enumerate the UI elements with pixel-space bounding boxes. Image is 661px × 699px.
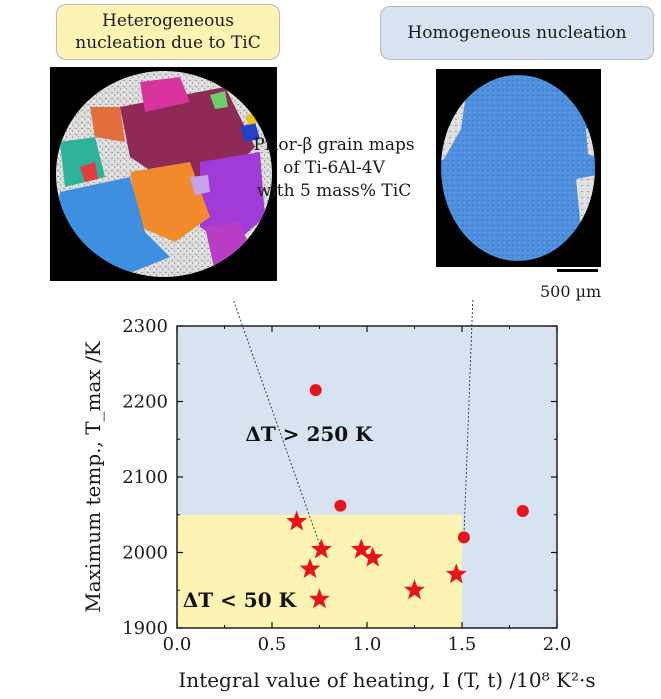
heterogeneous-callout: Heterogeneous nucleation due to TiC [56,4,280,60]
data-point-circle [516,504,529,517]
chart-regions [177,326,557,628]
data-point-star [350,538,372,559]
y-tick-label: 2000 [122,543,168,564]
scale-bar [557,269,598,272]
data-point-star [299,558,321,579]
x-tick-label: 0.0 [163,634,192,655]
data-point-star [309,588,330,609]
x-tick-label: 1.0 [353,634,382,655]
heterogeneous-callout-line-1: Heterogeneous [102,11,234,31]
scale-bar-label: 500 µm [540,282,602,301]
connector-heterogeneous [232,300,322,550]
annotation-line-1: Prior-β grain maps [253,135,415,155]
grain-map-heterogeneous [50,67,277,281]
grain-map-annotation: Prior-β grain maps of Ti-6Al-4V with 5 m… [236,134,432,203]
region-label-low: ΔT < 50 K [183,588,297,612]
y-tick-label: 2200 [122,392,168,413]
x-tick-label: 0.5 [258,634,287,655]
x-tick-label: 2.0 [543,634,572,655]
region-1 [177,514,462,628]
data-point-circle [457,531,470,544]
data-point-star [286,510,308,531]
chart-labels: 0.0 0.5 1.0 1.5 2.0 1900 2000 2100 2200 2300 Integ… [81,316,596,692]
chart-axes [176,325,558,629]
scatter-chart: 0.0 0.5 1.0 1.5 2.0 1900 2000 2100 2200 2300 Integ… [81,300,596,692]
data-point-circle [334,499,347,512]
homogeneous-callout-text: Homogeneous nucleation [407,23,627,43]
data-point-star [310,538,332,559]
annotation-line-3: with 5 mass% TiC [256,181,412,201]
y-tick-label: 2100 [122,467,168,488]
region-label-high: ΔT > 250 K [245,422,373,446]
connector-lines [232,300,474,550]
y-axis-label: Maximum temp., T_max /K [81,340,105,613]
x-axis-label: Integral value of heating, I (T, t) /10⁸… [178,668,595,692]
data-point-star [362,546,384,567]
data-point-star [445,563,467,584]
annotation-line-2: of Ti-6Al-4V [283,158,385,178]
y-tick-label: 2300 [122,316,168,337]
x-tick-label: 1.5 [448,634,477,655]
data-point-circle [309,384,322,397]
chart-points [286,384,529,609]
y-tick-label: 1900 [122,618,168,639]
homogeneous-callout: Homogeneous nucleation [380,6,654,60]
data-point-star [404,579,425,600]
heterogeneous-callout-line-2: nucleation due to TiC [75,33,261,53]
connector-homogeneous [463,300,474,538]
grain-map-homogeneous [436,69,601,267]
